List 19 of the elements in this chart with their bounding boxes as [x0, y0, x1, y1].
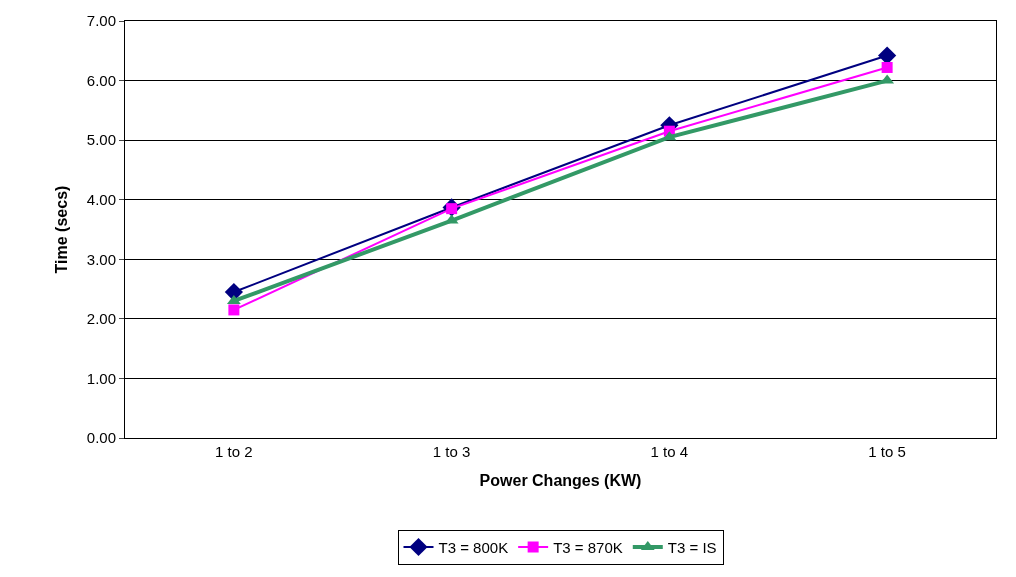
y-tick-label: 4.00: [86, 190, 116, 208]
y-tick-label: 0.00: [86, 429, 116, 447]
x-tick-label: 1 to 3: [432, 443, 471, 460]
x-axis-title: Power Changes (KW): [479, 471, 642, 489]
y-tick-label: 7.00: [86, 12, 116, 30]
point: [228, 304, 240, 316]
point: [881, 61, 893, 73]
x-tick-label: 1 to 5: [868, 443, 906, 460]
x-tick-label: 1 to 4: [650, 443, 689, 460]
y-tick-label: 3.00: [86, 250, 116, 268]
y-tick-label: 6.00: [86, 71, 116, 89]
legend-label: T3 = 870K: [553, 538, 623, 556]
y-axis-title: Time (secs): [52, 185, 70, 274]
x-tick-label: 1 to 2: [215, 443, 253, 460]
y-tick-label: 5.00: [86, 131, 116, 149]
legend-label: T3 = 800K: [438, 538, 509, 556]
y-tick-label: 1.00: [86, 369, 116, 387]
legend-label: T3 = IS: [667, 538, 717, 556]
y-tick-label: 2.00: [86, 310, 116, 328]
